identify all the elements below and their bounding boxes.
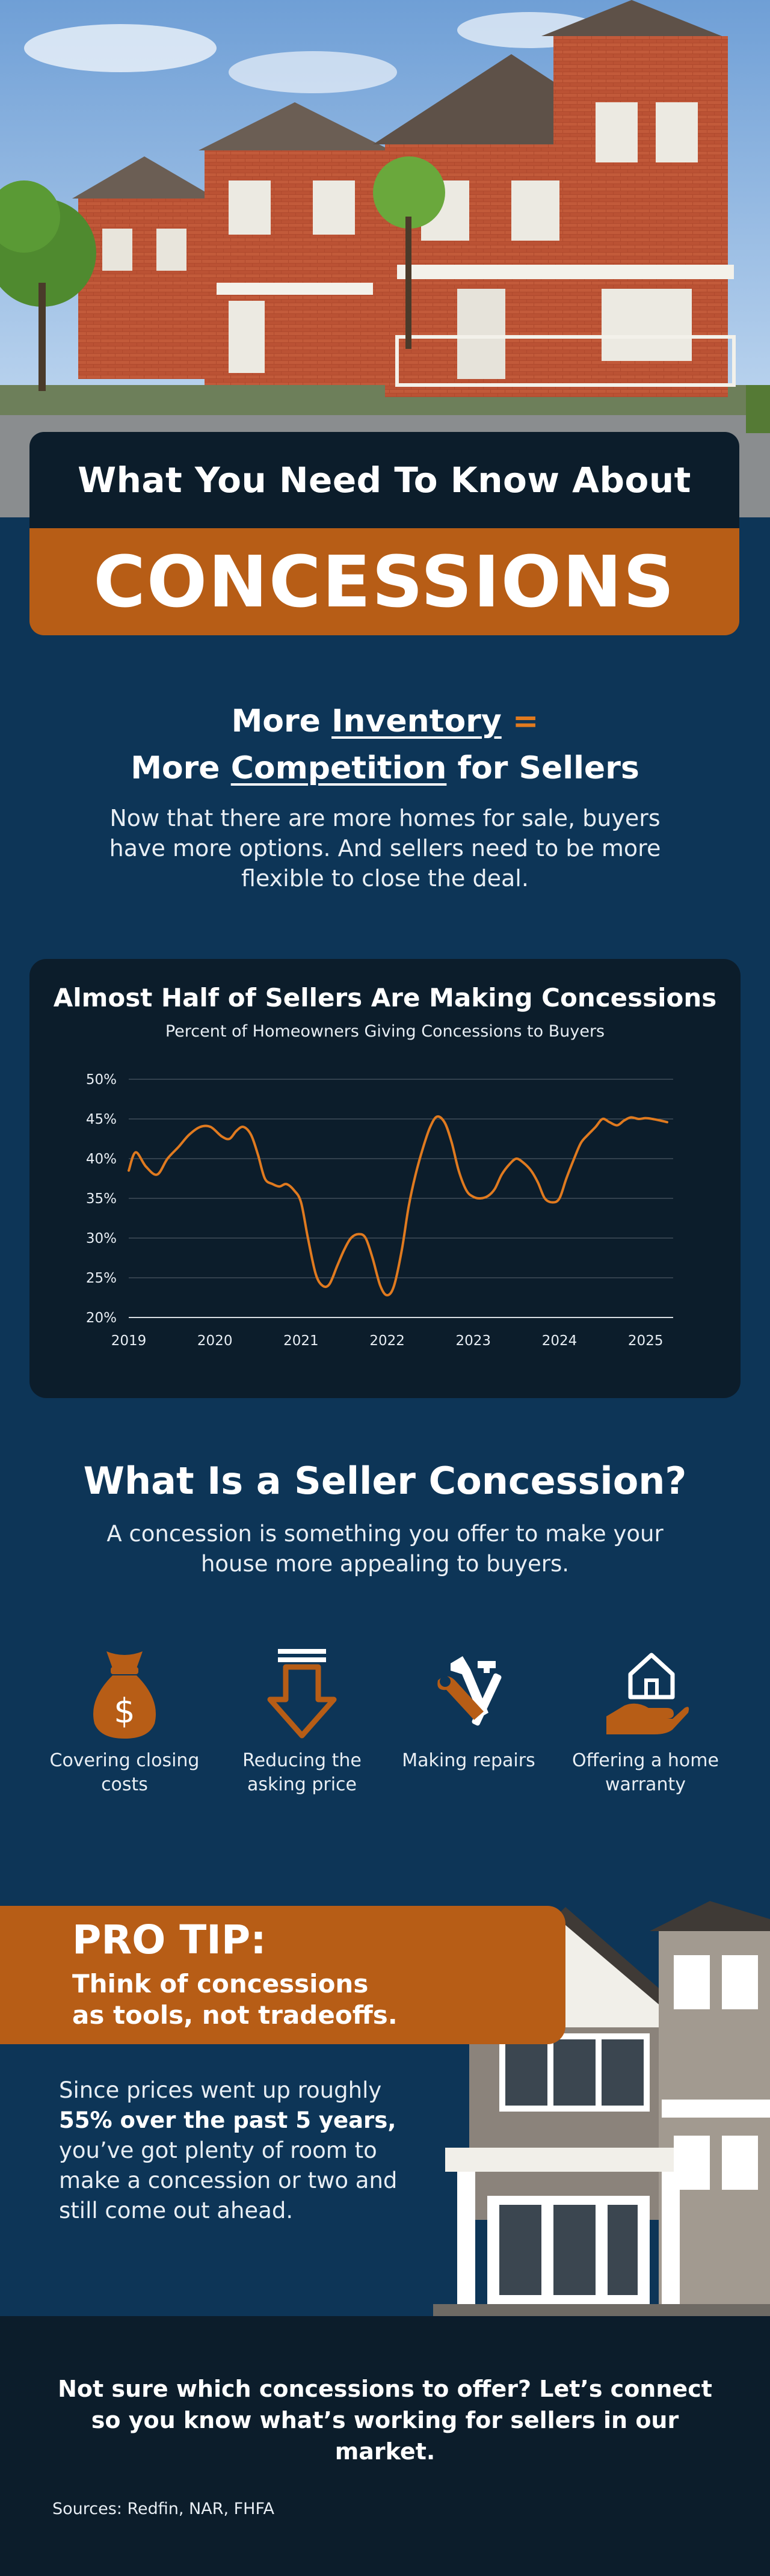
title-line2: CONCESSIONS — [93, 540, 676, 623]
concession-item-warranty: Offering a home warranty — [555, 1645, 736, 1797]
footer-cta: Not sure which concessions to offer? Let… — [58, 2376, 712, 2465]
title-banner: What You Need To Know About CONCESSIONS — [29, 432, 739, 635]
inventory-body: Now that there are more homes for sale, … — [109, 805, 661, 892]
y-tick-label: 40% — [86, 1151, 117, 1167]
pro-tip-title: PRO TIP: — [72, 1917, 266, 1963]
pro-tip-body-post: you’ve got plenty of room to make a conc… — [59, 2137, 398, 2223]
y-tick-label: 50% — [86, 1072, 117, 1088]
title-line1: What You Need To Know About — [78, 460, 691, 501]
concession-label-warranty: Offering a home warranty — [572, 1750, 719, 1795]
house-hand-icon — [606, 1653, 689, 1734]
y-tick-label: 25% — [86, 1271, 117, 1286]
pro-tip-subtitle: Think of concessions as tools, not trade… — [72, 1969, 398, 2030]
x-tick-label: 2019 — [111, 1333, 147, 1349]
pro-tip-banner: PRO TIP: Think of concessions as tools, … — [0, 1906, 565, 2044]
x-tick-label: 2025 — [628, 1333, 664, 1349]
concession-label-closing-costs: Covering closing costs — [49, 1750, 200, 1795]
title-top-bar: What You Need To Know About — [29, 432, 739, 528]
money-bag-icon: $ — [93, 1651, 156, 1739]
seller-concession-body: A concession is something you offer to m… — [106, 1521, 664, 1577]
x-tick-label: 2021 — [283, 1333, 319, 1349]
y-tick-label: 20% — [86, 1310, 117, 1326]
heading-equals: = — [501, 703, 539, 739]
chart-card: Almost Half of Sellers Are Making Conces… — [29, 959, 741, 1398]
y-tick-label: 35% — [86, 1191, 117, 1207]
line-chart: 50% 45% 40% 35% 30% 25% 20% 2019 2020 2021 2022 202… — [86, 1072, 673, 1349]
heading-competition: Competition — [230, 750, 447, 786]
inventory-heading: More Inventory = More Competition for Se… — [0, 698, 770, 792]
down-arrow-icon — [267, 1649, 337, 1739]
x-tick-label: 2020 — [197, 1333, 233, 1349]
heading-inventory: Inventory — [331, 703, 502, 739]
heading-for-sellers: for Sellers — [446, 750, 639, 786]
footer: Not sure which concessions to offer? Let… — [0, 2316, 770, 2576]
y-tick-label: 30% — [86, 1231, 117, 1246]
tools-icon — [437, 1656, 502, 1726]
title-bottom-bar: CONCESSIONS — [29, 528, 739, 635]
y-tick-label: 45% — [86, 1112, 117, 1127]
x-tick-label: 2024 — [542, 1333, 578, 1349]
chart-title: Almost Half of Sellers Are Making Conces… — [53, 983, 717, 1012]
seller-concession-heading: What Is a Seller Concession? — [83, 1459, 687, 1503]
pro-tip-body: Since prices went up roughly 55% over th… — [59, 2075, 420, 2226]
pro-tip-body-bold: 55% over the past 5 years, — [59, 2107, 396, 2133]
x-tick-label: 2022 — [369, 1333, 405, 1349]
heading-more-1: More — [231, 703, 332, 739]
concession-label-repairs: Making repairs — [402, 1750, 535, 1771]
concession-item-closing-costs: $ Covering closing costs — [34, 1645, 215, 1797]
sources: Sources: Redfin, NAR, FHFA — [52, 2500, 275, 2518]
concession-item-repairs: Making repairs — [378, 1645, 559, 1773]
concession-item-asking-price: Reducing the asking price — [212, 1645, 392, 1797]
svg-text:$: $ — [114, 1692, 135, 1731]
pro-tip-body-pre: Since prices went up roughly — [59, 2077, 382, 2103]
heading-more-2: More — [131, 750, 231, 786]
chart-subtitle: Percent of Homeowners Giving Concessions… — [165, 1022, 605, 1041]
series-line — [128, 1115, 668, 1297]
concession-label-asking-price: Reducing the asking price — [242, 1750, 362, 1795]
x-tick-label: 2023 — [456, 1333, 491, 1349]
